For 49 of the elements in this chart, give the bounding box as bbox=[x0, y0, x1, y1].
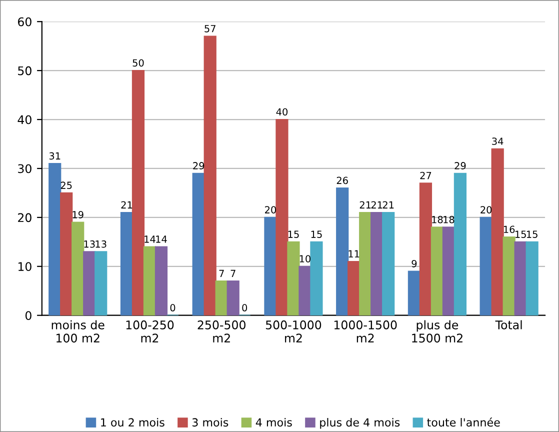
data-label: 14 bbox=[156, 236, 167, 243]
data-label: 27 bbox=[420, 172, 432, 180]
y-tick-label: 50 bbox=[18, 66, 32, 76]
x-tick-label: 250-500 m2 bbox=[198, 320, 246, 342]
x-tick-label: plus de 1500 m2 bbox=[412, 320, 462, 343]
data-label: 21 bbox=[360, 201, 371, 208]
data-label: 15 bbox=[288, 230, 299, 238]
data-label: 7 bbox=[219, 270, 224, 277]
data-label: 16 bbox=[504, 226, 515, 234]
x-tick-label: 500-1000 m2 bbox=[266, 320, 322, 342]
data-label: 10 bbox=[300, 255, 311, 262]
legend-label: plus de 4 mois bbox=[320, 418, 400, 429]
data-label: 0 bbox=[170, 304, 176, 312]
data-label: 18 bbox=[432, 216, 443, 224]
data-label: 21 bbox=[121, 201, 132, 208]
y-tick-label: 10 bbox=[18, 262, 32, 272]
x-tick-label: Total bbox=[495, 320, 522, 330]
data-label: 9 bbox=[412, 260, 417, 268]
x-tick-label: 100-250 m2 bbox=[126, 320, 174, 342]
data-label: 34 bbox=[492, 138, 504, 145]
y-tick-label: 30 bbox=[18, 164, 32, 174]
data-label: 26 bbox=[336, 176, 348, 184]
data-label: 31 bbox=[49, 152, 60, 160]
data-label: 20 bbox=[265, 206, 276, 214]
y-tick-label: 60 bbox=[18, 17, 32, 26]
data-label: 40 bbox=[276, 108, 288, 116]
data-label: 50 bbox=[132, 59, 144, 67]
x-tick-label: moins de 100 m2 bbox=[52, 320, 104, 343]
legend-label: 4 mois bbox=[256, 418, 292, 427]
data-label: 21 bbox=[382, 201, 394, 208]
data-label: 29 bbox=[454, 162, 466, 170]
legend-label: toute l'année bbox=[427, 418, 500, 427]
data-label: 57 bbox=[204, 25, 216, 32]
data-label: 14 bbox=[144, 236, 156, 243]
y-tick-label: 0 bbox=[25, 311, 32, 320]
legend-label: 3 mois bbox=[192, 418, 228, 427]
data-label: 19 bbox=[72, 211, 84, 218]
data-label: 15 bbox=[526, 230, 538, 238]
y-tick-label: 20 bbox=[18, 213, 32, 222]
data-label: 13 bbox=[96, 240, 106, 248]
data-label: 15 bbox=[311, 230, 322, 238]
x-tick-label: 1000-1500 m2 bbox=[334, 320, 397, 342]
data-label: 7 bbox=[230, 270, 236, 277]
data-label: 21 bbox=[371, 201, 382, 208]
y-tick-label: 40 bbox=[18, 115, 32, 124]
data-label: 13 bbox=[84, 240, 95, 248]
data-label: 15 bbox=[515, 230, 526, 238]
legend-label: 1 ou 2 mois bbox=[101, 418, 164, 427]
data-label: 0 bbox=[242, 304, 248, 312]
